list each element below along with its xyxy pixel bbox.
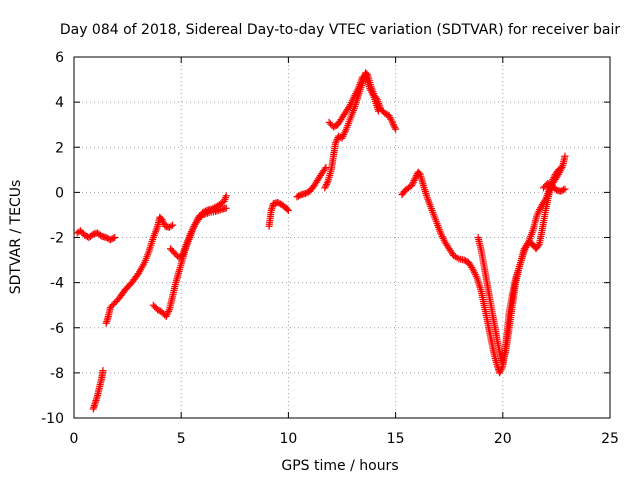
grid xyxy=(74,57,610,418)
chart-title: Day 084 of 2018, Sidereal Day-to-day VTE… xyxy=(60,22,621,38)
y-tick-labels: -10 -8 -6 -4 -2 0 2 4 6 xyxy=(41,50,64,427)
data-point xyxy=(164,309,172,317)
x-tick-label: 15 xyxy=(387,431,405,447)
x-tick-label: 0 xyxy=(70,431,79,447)
data-point xyxy=(561,152,569,160)
data-point xyxy=(158,215,166,223)
x-tick-label: 5 xyxy=(177,431,186,447)
data-point xyxy=(390,122,398,130)
x-tick-label: 25 xyxy=(601,431,619,447)
y-tick-label: -2 xyxy=(50,231,64,247)
data-point xyxy=(391,124,399,132)
y-tick-label: 2 xyxy=(55,140,64,156)
data-point xyxy=(162,312,170,320)
data-point xyxy=(496,367,504,375)
data-point xyxy=(558,164,566,172)
data-point xyxy=(410,177,418,185)
x-axis-label: GPS time / hours xyxy=(281,458,398,474)
data-point xyxy=(165,307,173,315)
data-point xyxy=(159,217,167,225)
data-point xyxy=(411,175,419,183)
data-point xyxy=(323,179,331,187)
data-point xyxy=(167,222,175,230)
data-point xyxy=(374,107,382,115)
data-points xyxy=(73,69,569,413)
data-point xyxy=(222,204,230,212)
x-tick-label: 20 xyxy=(494,431,512,447)
data-point xyxy=(415,169,423,177)
data-point xyxy=(408,180,416,188)
data-point xyxy=(160,219,168,227)
data-point xyxy=(332,137,340,145)
data-point xyxy=(497,365,505,373)
data-point xyxy=(284,206,292,214)
data-point xyxy=(389,121,397,129)
data-point xyxy=(496,369,504,377)
y-tick-label: -10 xyxy=(41,411,64,427)
data-point xyxy=(560,186,568,194)
y-tick-label: 6 xyxy=(55,50,64,66)
data-point xyxy=(222,192,230,200)
data-point xyxy=(412,173,420,181)
data-point xyxy=(283,205,291,213)
data-point xyxy=(534,242,542,250)
y-tick-label: -8 xyxy=(50,366,64,382)
x-tick-labels: 0 5 10 15 20 25 xyxy=(70,431,619,447)
y-tick-label: -6 xyxy=(50,321,64,337)
y-tick-label: 4 xyxy=(55,95,64,111)
data-point xyxy=(163,311,171,319)
data-point xyxy=(561,185,569,193)
data-point xyxy=(549,175,557,183)
y-axis-label: SDTVAR / TECUs xyxy=(8,180,24,295)
axis-ticks xyxy=(73,56,611,419)
x-tick-label: 10 xyxy=(279,431,297,447)
data-point xyxy=(322,182,330,190)
data-point xyxy=(99,367,107,375)
data-point xyxy=(109,234,117,242)
y-tick-label: -4 xyxy=(50,276,64,292)
y-tick-label: 0 xyxy=(55,185,64,201)
data-point xyxy=(321,184,329,192)
data-point xyxy=(556,165,564,173)
data-point xyxy=(409,178,417,186)
data-point xyxy=(169,221,177,229)
data-point xyxy=(392,125,400,133)
data-point xyxy=(322,180,330,188)
data-point xyxy=(321,165,329,173)
data-point xyxy=(111,234,119,241)
data-point xyxy=(408,182,416,190)
data-point xyxy=(332,139,340,147)
data-point xyxy=(550,174,558,182)
